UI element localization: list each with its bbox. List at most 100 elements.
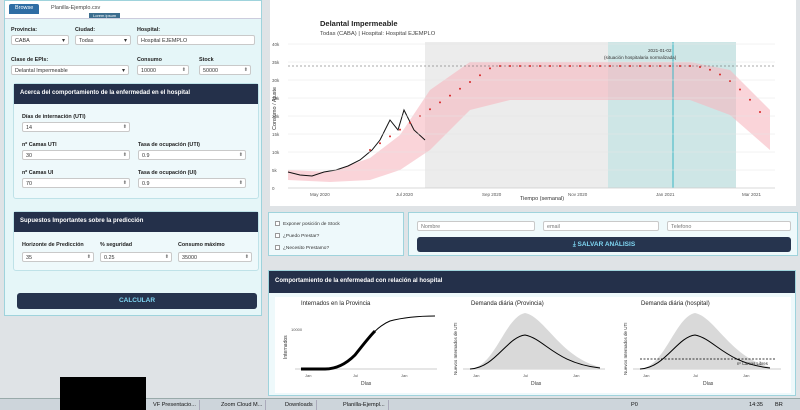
plot1-ytick: 10000 bbox=[291, 327, 303, 332]
plot2-title: Demanda diária (Provincia) bbox=[471, 301, 544, 307]
forecast-point bbox=[699, 65, 701, 68]
telefono-input[interactable]: Telefono bbox=[667, 221, 791, 231]
ocup-uti-input[interactable]: 0.9 bbox=[138, 150, 246, 160]
forecast-points bbox=[369, 65, 761, 151]
forecast-point bbox=[499, 65, 501, 67]
salvar-analisis-button[interactable]: ⤓ SALVAR ANÁLISIS bbox=[417, 237, 791, 252]
options-panel: Exponer posición de Stock ¿Puedo Prestar… bbox=[268, 212, 404, 256]
forecast-point bbox=[599, 65, 601, 67]
email-input[interactable]: email bbox=[543, 221, 659, 231]
chart-title: Delantal Impermeable bbox=[320, 19, 398, 28]
ocup-ui-label: Tasa de ocupación (UI) bbox=[138, 170, 197, 176]
ocup-ui-input[interactable]: 0.9 bbox=[138, 178, 246, 188]
x-tick-label: Nov 2020 bbox=[568, 192, 588, 197]
plot1-xtick-2: Jul bbox=[353, 373, 358, 378]
forecast-point bbox=[509, 65, 511, 67]
checkbox-icon[interactable] bbox=[275, 221, 280, 226]
taskbar-app-2[interactable]: Zoom Cloud M... bbox=[218, 400, 267, 410]
consumo-max-input[interactable]: 35000 bbox=[178, 252, 252, 262]
salvar-analisis-label: SALVAR ANÁLISIS bbox=[577, 241, 636, 248]
hospital-input[interactable]: Hospital EJEMPLO bbox=[137, 35, 255, 45]
file-name: Planilla-Ejemplo.csv bbox=[51, 5, 101, 11]
main-chart-svg: Delantal Impermeable Todas (CABA) | Hosp… bbox=[272, 19, 775, 202]
taskbar-clock: 14:35 bbox=[749, 402, 763, 408]
plot1-actual bbox=[301, 329, 377, 371]
taskbar-app-1[interactable]: VF Presentacio... bbox=[150, 400, 200, 410]
nombre-input[interactable]: Nombre bbox=[417, 221, 535, 231]
plot1-xlabel: Días bbox=[361, 381, 372, 387]
forecast-point bbox=[729, 80, 731, 82]
dias-input[interactable]: 14 bbox=[22, 122, 130, 132]
y-tick-label: 20k bbox=[272, 114, 280, 119]
consumo-input[interactable]: 10000 bbox=[137, 65, 189, 75]
plot2-ylabel: Nuevos Internados de UTI bbox=[453, 322, 458, 375]
stock-input[interactable]: 50000 bbox=[199, 65, 251, 75]
plot1-curve bbox=[301, 315, 436, 370]
plot3-xtick-3: Jan bbox=[743, 373, 749, 378]
forecast-point bbox=[469, 81, 471, 83]
file-tabbar: Browse Planilla-Ejemplo.csv Lorem ipsum bbox=[5, 1, 261, 19]
check-prestamo[interactable]: ¿Necesito Prestamo? bbox=[275, 245, 329, 251]
disease-plots: Internados en la Provincia Internados 10… bbox=[275, 297, 791, 393]
camas-uti-input[interactable]: 30 bbox=[22, 150, 130, 160]
checkbox-icon[interactable] bbox=[275, 245, 280, 250]
calcular-button[interactable]: CALCULAR bbox=[17, 293, 257, 309]
plot2-band bbox=[470, 313, 600, 369]
check-stock[interactable]: Exponer posición de Stock bbox=[275, 221, 340, 227]
forecast-point bbox=[529, 65, 531, 67]
forecast-point bbox=[639, 65, 641, 67]
taskbar-app-2-label: Zoom Cloud M... bbox=[221, 402, 263, 408]
taskbar-app-3-label: Downloads bbox=[285, 402, 313, 408]
actual-consumption-line bbox=[287, 108, 426, 177]
forecast-point bbox=[399, 128, 401, 131]
forecast-point bbox=[539, 65, 541, 67]
consumo-label: Consumo bbox=[137, 57, 162, 63]
check-stock-label: Exponer posición de Stock bbox=[283, 221, 340, 227]
forecast-point bbox=[649, 65, 651, 67]
forecast-point bbox=[749, 98, 751, 101]
forecast-point bbox=[379, 142, 381, 145]
plot3-xlabel: Días bbox=[703, 381, 714, 387]
camas-ui-label: nº Camas UI bbox=[22, 170, 54, 176]
taskbar-p0: P0 bbox=[631, 402, 638, 408]
supuestos-panel: Supuestos Importantes sobre la predicció… bbox=[13, 211, 259, 271]
plot3-xtick-1: Jan bbox=[643, 373, 649, 378]
y-tick-label: 40k bbox=[272, 42, 280, 47]
forecast-point bbox=[569, 65, 571, 67]
forecast-point bbox=[689, 65, 691, 67]
os-taskbar: VF Presentacio... Zoom Cloud M... Downlo… bbox=[0, 398, 800, 410]
provincia-select[interactable]: CABA bbox=[11, 35, 69, 45]
plot3-title: Demanda diária (hospital) bbox=[641, 301, 710, 307]
chart-subtitle: Todas (CABA) | Hospital: Hospital EJEMPL… bbox=[320, 31, 436, 37]
forecast-point bbox=[369, 149, 371, 151]
plot3-ylabel: Nuevos Internados de UTI bbox=[623, 322, 628, 375]
horizonte-input[interactable]: 35 bbox=[22, 252, 94, 262]
taskbar-app-3[interactable]: Downloads bbox=[282, 400, 317, 410]
taskbar-app-4[interactable]: Planilla-Ejempl... bbox=[340, 400, 389, 410]
plot2-xlabel: Días bbox=[531, 381, 542, 387]
camas-uti-label: nº Camas UTI bbox=[22, 142, 57, 148]
forecast-point bbox=[659, 65, 661, 67]
plot2-curve bbox=[469, 334, 601, 370]
camas-ui-input[interactable]: 70 bbox=[22, 178, 130, 188]
check-prestar[interactable]: ¿Puedo Prestar? bbox=[275, 233, 319, 239]
forecast-point bbox=[519, 65, 521, 67]
horizonte-label: Horizonte de Predicción bbox=[22, 242, 84, 248]
clase-select[interactable]: Delantal Impermeable bbox=[11, 65, 129, 75]
screen: Browse Planilla-Ejemplo.csv Lorem ipsum … bbox=[0, 0, 800, 398]
checkbox-icon[interactable] bbox=[275, 233, 280, 238]
forecast-point bbox=[609, 65, 611, 67]
hospital-panel-title: Acerca del comportamiento de la enfermed… bbox=[14, 84, 258, 104]
dias-label: Días de internación (UTI) bbox=[22, 114, 86, 120]
taskbar-lang: BR bbox=[775, 402, 783, 408]
plot1-title: Internados en la Provincia bbox=[301, 301, 371, 307]
ciudad-select[interactable]: Todas bbox=[75, 35, 131, 45]
ocup-uti-label: Tasa de ocupación (UTI) bbox=[138, 142, 200, 148]
y-tick-label: 25k bbox=[272, 96, 280, 101]
plot3-xtick-2: Jul bbox=[693, 373, 698, 378]
y-tick-label: 10k bbox=[272, 150, 280, 155]
forecast-point bbox=[669, 65, 671, 67]
y-axis-label: Consumo / Ajuste bbox=[272, 87, 278, 130]
seguridad-input[interactable]: 0.25 bbox=[100, 252, 172, 262]
browse-button[interactable]: Browse bbox=[9, 4, 39, 14]
